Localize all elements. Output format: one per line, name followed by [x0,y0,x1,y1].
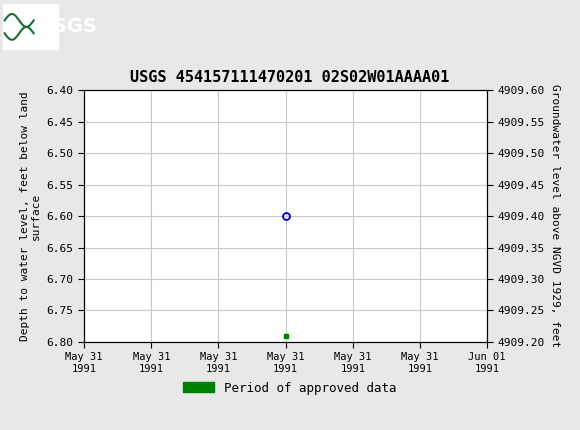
Y-axis label: Groundwater level above NGVD 1929, feet: Groundwater level above NGVD 1929, feet [550,84,560,348]
Y-axis label: Depth to water level, feet below land
surface: Depth to water level, feet below land su… [20,91,41,341]
Text: USGS 454157111470201 02S02W01AAAA01: USGS 454157111470201 02S02W01AAAA01 [130,70,450,85]
Text: USGS: USGS [38,17,97,37]
Bar [3,4,58,49]
Legend: Period of approved data: Period of approved data [178,377,402,399]
